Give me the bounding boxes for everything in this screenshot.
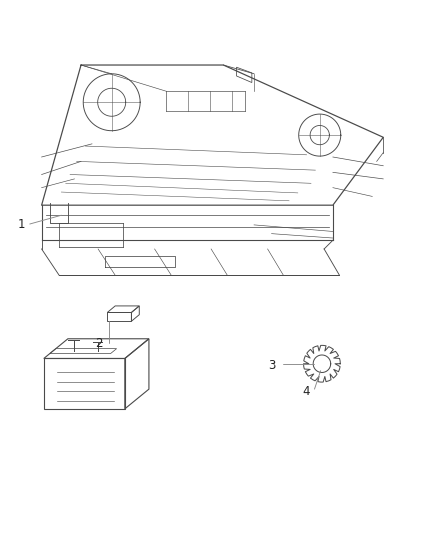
Text: 4: 4 [303, 385, 311, 398]
Text: 2: 2 [95, 337, 102, 350]
Text: 3: 3 [268, 359, 275, 372]
Text: 1: 1 [18, 219, 26, 231]
